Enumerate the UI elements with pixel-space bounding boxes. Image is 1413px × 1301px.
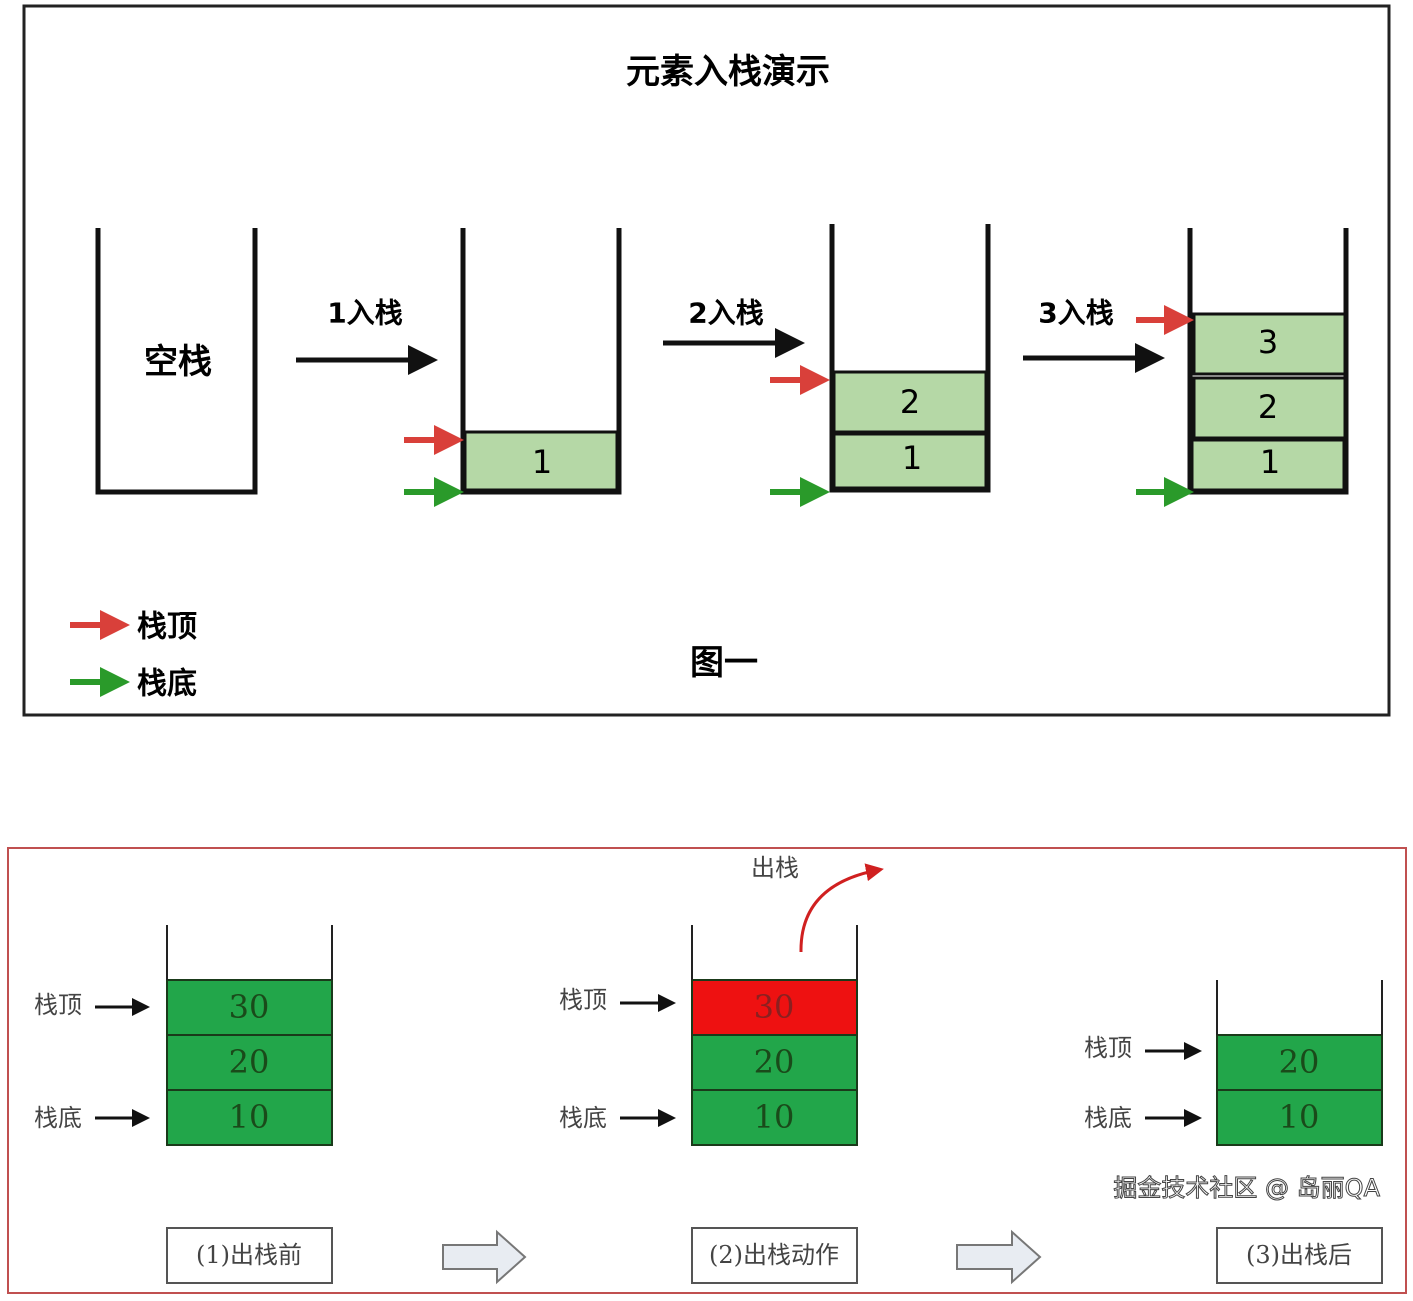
empty-stack-label: 空栈 [144,342,212,382]
pop-curved-arrow [799,863,884,953]
stack-item [832,370,988,434]
stack-item [1216,1034,1383,1091]
stack-item-value: 3 [1258,323,1278,361]
watermark: 掘金技术社区 @ 岛丽QA [1113,1174,1380,1202]
stack-item [1190,438,1346,492]
stack-item-value: 10 [229,1098,270,1136]
block-arrow-right-icon [442,1229,527,1285]
stack-item-value: 1 [902,439,922,477]
empty-stack [95,228,258,495]
top-label: 栈顶 [1084,1034,1132,1062]
push-label-1: 1入栈 [327,297,402,330]
stack-item [166,1034,333,1091]
top-label: 栈顶 [34,991,82,1019]
push-label-3: 3入栈 [1038,297,1113,330]
stack-item [691,1089,858,1146]
push-label-2: 2入栈 [688,297,763,330]
legend-top-label: 栈顶 [137,610,197,645]
stage-after-pop: 20 10 栈顶 栈底 (3)出栈后 [1084,980,1383,1284]
stack-item-value: 1 [532,443,552,481]
legend-bottom-label: 栈底 [137,667,197,702]
stack-item-value: 20 [1279,1043,1320,1081]
stack-item-value: 1 [1260,443,1280,481]
legend: 栈顶 栈底 [70,610,197,702]
stack-item [1216,1089,1383,1146]
stage-caption-box [691,1227,858,1284]
stage-caption: (2)出栈动作 [709,1241,839,1269]
top-label: 栈顶 [559,986,607,1014]
stage-pop-action: 30 20 10 出栈 栈顶 栈底 (2)出栈动作 [559,854,884,1284]
stack-item-value: 10 [754,1098,795,1136]
figure1-frame [22,4,1391,717]
figure1-title: 元素入栈演示 [626,52,830,92]
figure-pop-demo: 30 20 10 栈顶 栈底 (1)出栈前 30 20 10 出栈 栈顶 栈底 [7,847,1407,1294]
stack-item [1192,312,1348,376]
stage-caption-box [166,1227,333,1284]
bottom-label: 栈底 [34,1104,82,1132]
stage-caption: (1)出栈前 [196,1241,302,1269]
stack-after-push-2: 1 2 [770,224,991,507]
figure1-caption: 图一 [690,643,758,683]
pop-label: 出栈 [751,854,799,882]
stack-after-push-3: 1 2 3 [1136,228,1349,507]
stack-item-value: 10 [1279,1098,1320,1136]
popped-item [691,979,858,1036]
bottom-label: 栈底 [1084,1104,1132,1132]
stage-caption-box [1216,1227,1383,1284]
stack-item [166,979,333,1036]
stack-item-value: 30 [754,988,795,1026]
figure-push-demo: 元素入栈演示 空栈 1入栈 2入栈 3入栈 1 1 2 1 [22,4,1391,717]
stack-item [691,1034,858,1091]
stack-item-value: 2 [1258,388,1278,426]
stack-item-value: 20 [229,1043,270,1081]
block-arrow-right-icon [956,1229,1042,1285]
stack-item [463,430,619,492]
stage-before-pop: 30 20 10 栈顶 栈底 (1)出栈前 [34,925,333,1284]
stage-caption: (3)出栈后 [1246,1241,1352,1269]
stack-item [1192,376,1348,440]
stack-item [166,1089,333,1146]
stack-item-value: 20 [754,1043,795,1081]
stack-item-value: 30 [229,988,270,1026]
stack-after-push-1: 1 [404,228,622,507]
bottom-label: 栈底 [559,1104,607,1132]
stack-item-value: 2 [900,383,920,421]
